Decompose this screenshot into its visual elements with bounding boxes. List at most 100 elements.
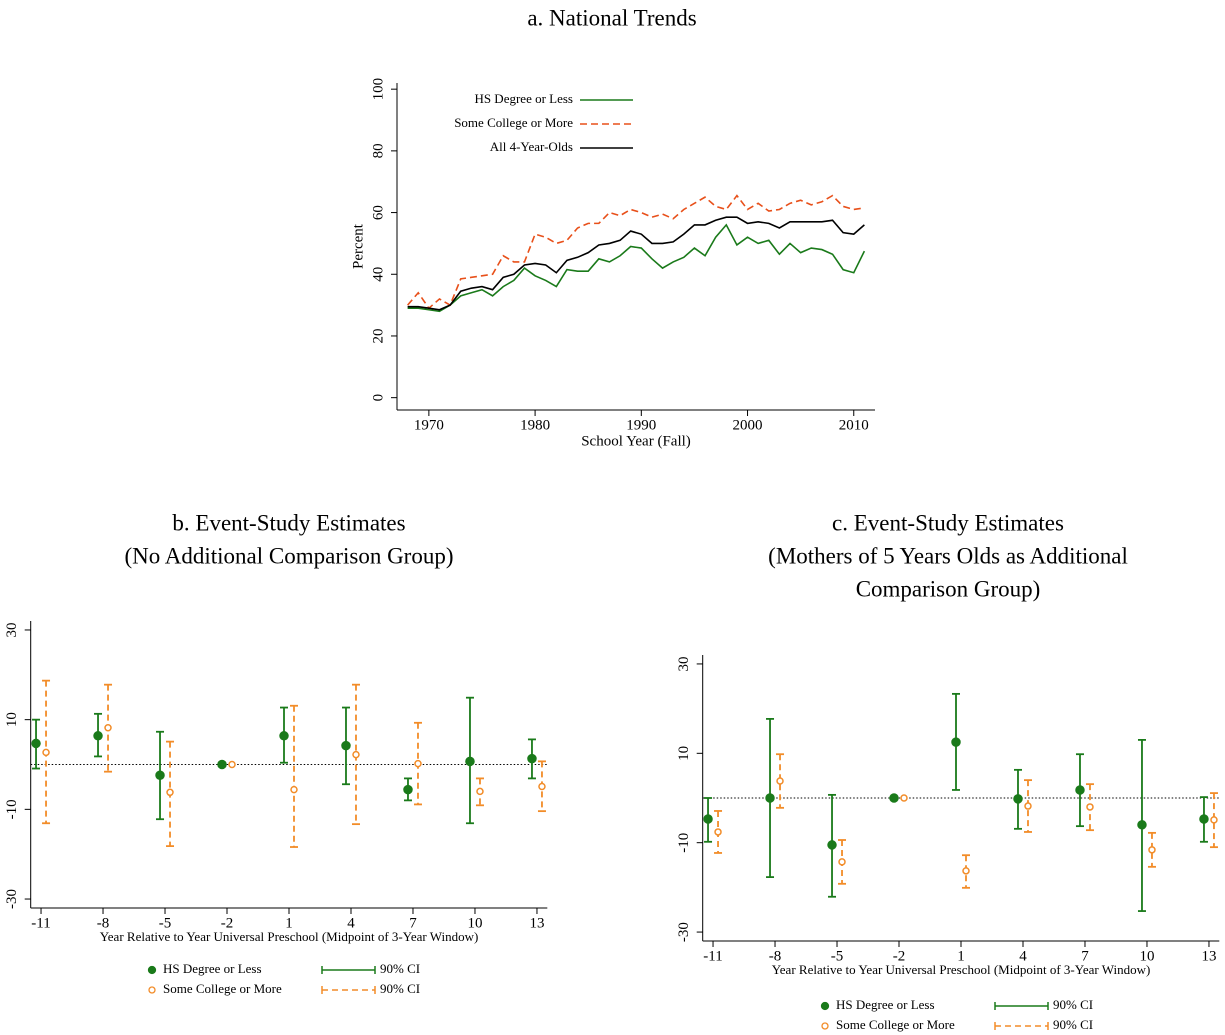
y-axis-label: Percent [350, 223, 366, 269]
x-tick-label: 4 [347, 915, 355, 931]
x-tick-label: 10 [467, 915, 482, 931]
chart-title: a. National Trends [527, 5, 696, 30]
x-tick-label: 7 [409, 915, 417, 931]
point [1013, 794, 1023, 804]
legend-marker [821, 1022, 829, 1030]
x-tick-label: 10 [1139, 948, 1154, 964]
y-tick-label: 30 [676, 656, 692, 671]
x-axis-label: School Year (Fall) [581, 433, 691, 449]
legend-label: HS Degree or Less [836, 997, 935, 1012]
legend-label: All 4-Year-Olds [490, 139, 573, 154]
legend-marker [147, 965, 157, 975]
point [166, 788, 174, 797]
y-tick-label: 20 [370, 328, 386, 343]
x-tick-label: -2 [893, 948, 906, 964]
point [1210, 816, 1218, 824]
x-tick-label: 7 [1081, 948, 1089, 964]
legend-label: 90% CI [1053, 1017, 1093, 1032]
point [962, 867, 970, 875]
legend-label: Some College or More [454, 115, 573, 130]
x-tick-label: 2000 [733, 417, 763, 433]
x-tick-label: 13 [1201, 948, 1216, 964]
legend-label: HS Degree or Less [163, 961, 262, 976]
point [527, 753, 537, 764]
point [279, 731, 289, 741]
x-tick-label: 1980 [520, 417, 550, 433]
chart-title: (Mothers of 5 Years Olds as Additional [768, 543, 1128, 568]
y-tick-label: -30 [4, 889, 20, 909]
point [465, 756, 475, 767]
point [538, 782, 546, 791]
point [703, 814, 713, 824]
x-tick-label: -8 [97, 915, 110, 931]
x-tick-label: -11 [703, 948, 722, 964]
point [900, 794, 908, 802]
legend-label: 90% CI [380, 981, 420, 996]
legend-marker [148, 986, 156, 994]
point [827, 840, 837, 850]
x-axis-label: Year Relative to Year Universal Preschoo… [100, 929, 479, 944]
y-tick-label: 10 [676, 746, 692, 761]
y-tick-label: 60 [370, 205, 386, 220]
point [42, 748, 50, 757]
point [1075, 785, 1085, 795]
point [776, 777, 784, 785]
point [714, 828, 722, 836]
point [414, 759, 422, 768]
x-tick-label: -5 [159, 915, 172, 931]
point [889, 793, 899, 803]
x-tick-label: -5 [831, 948, 844, 964]
y-tick-label: 100 [370, 78, 386, 101]
point [1148, 846, 1156, 854]
point [1024, 802, 1032, 810]
point [838, 858, 846, 866]
y-tick-label: 30 [4, 622, 20, 637]
y-tick-label: -30 [676, 922, 692, 942]
point [104, 723, 112, 732]
point [1199, 814, 1209, 824]
legend-label: Some College or More [836, 1017, 955, 1032]
chart-title: c. Event-Study Estimates [832, 510, 1064, 535]
line [407, 216, 865, 311]
y-tick-label: 80 [370, 143, 386, 158]
line [407, 223, 866, 313]
x-tick-label: 1990 [626, 417, 656, 433]
point [228, 760, 236, 769]
chart-title: (No Additional Comparison Group) [125, 543, 454, 568]
legend-label: Some College or More [163, 981, 282, 996]
point [951, 737, 961, 747]
point [155, 770, 165, 781]
x-tick-label: 1 [285, 915, 293, 931]
legend-label: 90% CI [1053, 997, 1093, 1012]
x-tick-label: 2010 [839, 417, 869, 433]
legend-marker [820, 1001, 830, 1011]
point [352, 750, 360, 759]
x-tick-label: 13 [529, 915, 544, 931]
point [1137, 820, 1147, 830]
y-tick-label: 40 [370, 267, 386, 282]
x-tick-label: 1970 [414, 417, 444, 433]
x-tick-label: 4 [1019, 948, 1027, 964]
x-tick-label: -8 [769, 948, 782, 964]
legend-label: 90% CI [380, 961, 420, 976]
legend-label: HS Degree or Less [474, 91, 573, 106]
x-axis-label: Year Relative to Year Universal Preschoo… [772, 962, 1151, 977]
line [407, 194, 865, 310]
chart-title: b. Event-Study Estimates [172, 510, 405, 535]
point [341, 740, 351, 751]
point [31, 738, 41, 749]
point [765, 793, 775, 803]
point [403, 784, 413, 795]
y-tick-label: -10 [4, 799, 20, 819]
point [290, 785, 298, 794]
x-tick-label: -11 [31, 915, 50, 931]
y-tick-label: 10 [4, 712, 20, 727]
point [476, 787, 484, 796]
x-tick-label: 1 [957, 948, 965, 964]
point [1086, 803, 1094, 811]
point [93, 731, 103, 741]
y-tick-label: -10 [676, 833, 692, 853]
y-tick-label: 0 [370, 394, 386, 402]
